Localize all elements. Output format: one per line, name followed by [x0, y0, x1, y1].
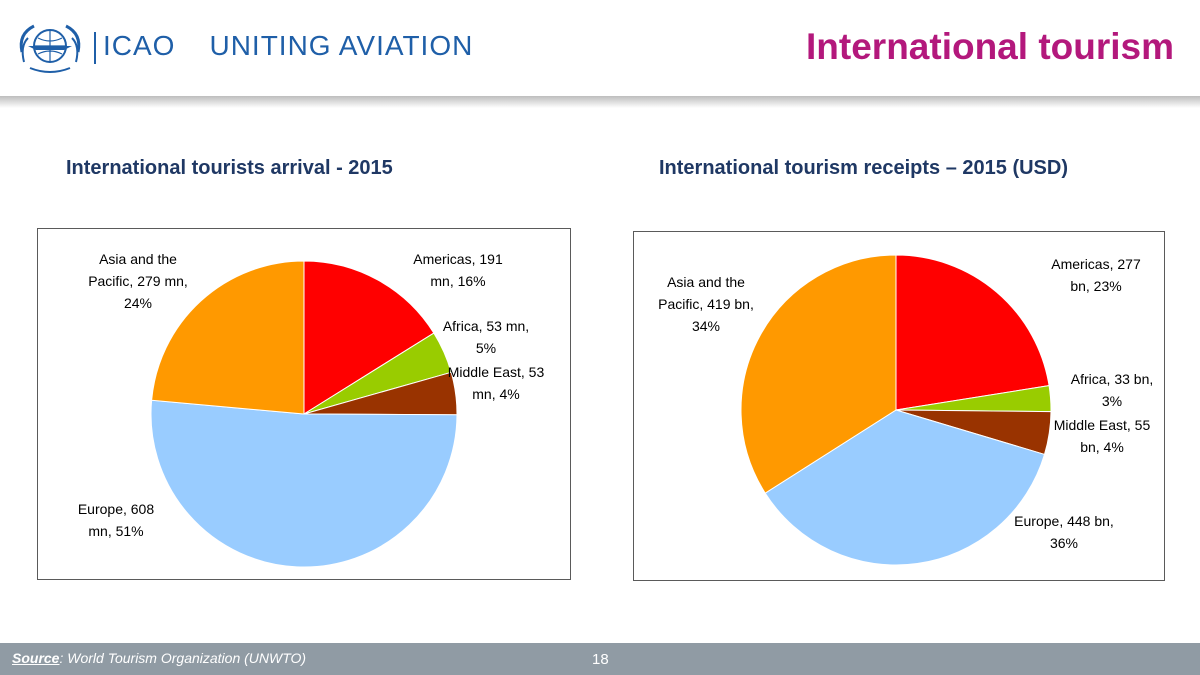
slice-label-receipts-europe: Europe, 448 bn, 36% [1014, 513, 1114, 551]
slice-label-arrivals-asia-pacific: Asia and the Pacific, 279 mn, 24% [88, 251, 188, 311]
chart-title-arrivals: International tourists arrival - 2015 [66, 157, 393, 179]
slice-label-line: Asia and the [99, 251, 177, 267]
slice-label-line: mn, 51% [88, 523, 143, 539]
slice-label-receipts-africa: Africa, 33 bn, 3% [1071, 371, 1154, 409]
pie-chart-arrivals-svg: Americas, 191 mn, 16% Africa, 53 mn, 5% Midd… [78, 251, 545, 568]
icao-emblem-icon [19, 24, 81, 73]
slide-title: International tourism [806, 26, 1174, 67]
logo-name: ICAO [103, 30, 176, 61]
pie-chart-receipts: Americas, 277 bn, 23% Africa, 33 bn, 3% Midd… [633, 231, 1165, 581]
pie-slice-arrivals-europe [150, 399, 458, 568]
slice-label-arrivals-africa: Africa, 53 mn, 5% [443, 318, 529, 356]
source-note: Source: World Tourism Organization (UNWT… [12, 650, 306, 666]
slice-label-line: mn, 16% [430, 273, 485, 289]
pie-slice-receipts-asia-pacific [740, 254, 897, 494]
pie-slice-receipts-americas [895, 254, 1050, 411]
slice-label-line: Pacific, 279 mn, [88, 273, 188, 289]
slice-label-line: Middle East, 55 [1054, 417, 1151, 433]
pie-chart-arrivals: Americas, 191 mn, 16% Africa, 53 mn, 5% Midd… [37, 228, 571, 580]
slice-label-arrivals-middle-east: Middle East, 53 mn, 4% [448, 364, 545, 402]
slice-label-receipts-middle-east: Middle East, 55 bn, 4% [1054, 417, 1151, 455]
logo-slogan: UNITING AVIATION [209, 30, 474, 61]
slice-label-line: 5% [476, 340, 496, 356]
slice-label-arrivals-europe: Europe, 608 mn, 51% [78, 501, 154, 539]
pie-slice-receipts-europe [764, 409, 1046, 566]
slide-footer: Source: World Tourism Organization (UNWT… [0, 643, 1200, 675]
source-text: : World Tourism Organization (UNWTO) [59, 650, 307, 666]
slice-label-line: bn, 23% [1070, 278, 1121, 294]
header-shadow [0, 96, 1200, 108]
slice-label-line: Pacific, 419 bn, [658, 296, 754, 312]
chart-title-receipts: International tourism receipts – 2015 (U… [659, 157, 1069, 179]
slice-label-line: 36% [1050, 535, 1078, 551]
slice-label-line: Europe, 608 [78, 501, 154, 517]
slice-label-line: 34% [692, 318, 720, 334]
source-key: Source [12, 650, 60, 666]
pie-chart-receipts-svg: Americas, 277 bn, 23% Africa, 33 bn, 3% Midd… [658, 254, 1154, 566]
logo-wordmark: ICAO UNITING AVIATION [103, 30, 473, 62]
slice-label-line: Asia and the [667, 274, 745, 290]
slice-label-line: Africa, 53 mn, [443, 318, 529, 334]
slide-header: ICAO UNITING AVIATION International touri… [0, 0, 1200, 96]
slice-label-receipts-americas: Americas, 277 bn, 23% [1051, 256, 1141, 294]
slice-label-receipts-asia-pacific: Asia and the Pacific, 419 bn, 34% [658, 274, 754, 334]
pie-slice-arrivals-americas [303, 260, 435, 415]
slice-label-line: 3% [1102, 393, 1122, 409]
slice-label-line: Americas, 191 [413, 251, 503, 267]
slice-label-line: Middle East, 53 [448, 364, 545, 380]
slice-label-line: Africa, 33 bn, [1071, 371, 1154, 387]
slice-label-line: Americas, 277 [1051, 256, 1141, 272]
slice-label-line: mn, 4% [472, 386, 519, 402]
slice-label-line: 24% [124, 295, 152, 311]
pie-slice-arrivals-asia-pacific [151, 260, 305, 415]
slice-label-line: bn, 4% [1080, 439, 1124, 455]
logo-divider [94, 32, 96, 64]
slice-label-arrivals-americas: Americas, 191 mn, 16% [413, 251, 503, 289]
slice-label-line: Europe, 448 bn, [1014, 513, 1114, 529]
page-number: 18 [592, 651, 609, 668]
